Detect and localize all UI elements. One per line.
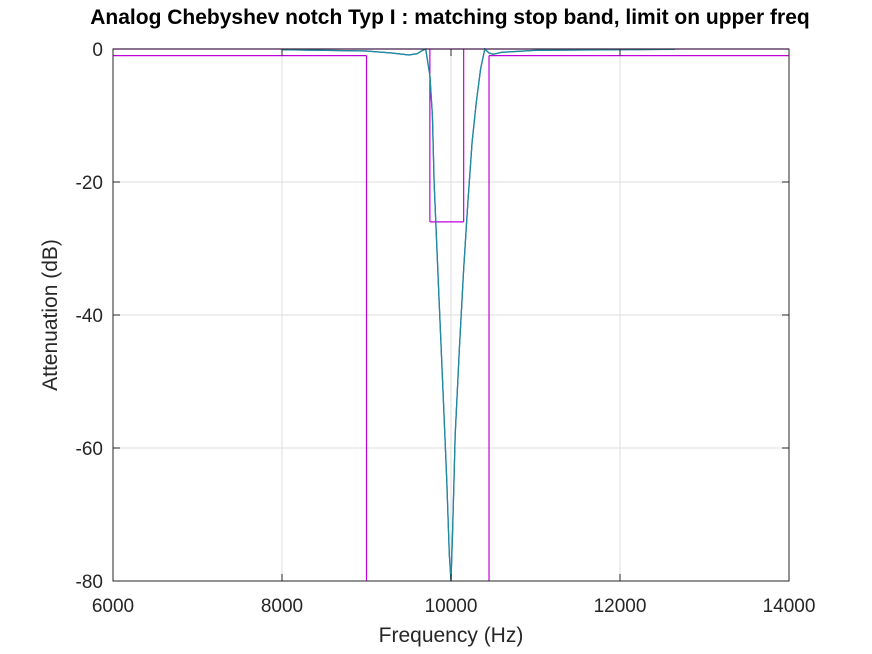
x-tick-label: 12000 xyxy=(594,596,647,617)
x-axis-label: Frequency (Hz) xyxy=(379,624,524,647)
y-axis-label: Attenuation (dB) xyxy=(39,239,62,391)
x-tick-label: 8000 xyxy=(261,596,303,617)
axis-ticks: 6000 8000 10000 12000 14000 0 -20 -40 -60 -80 xyxy=(76,40,816,617)
y-tick-label: 0 xyxy=(92,40,103,61)
y-tick-label: -40 xyxy=(76,306,103,327)
y-tick-label: -60 xyxy=(76,439,103,460)
x-tick-label: 10000 xyxy=(425,596,478,617)
x-tick-label: 6000 xyxy=(92,596,134,617)
y-tick-label: -80 xyxy=(76,572,103,593)
chart-title: Analog Chebyshev notch Typ I : matching … xyxy=(90,6,809,29)
response-curve xyxy=(281,47,675,582)
y-tick-label: -20 xyxy=(76,173,103,194)
x-tick-label: 14000 xyxy=(763,596,816,617)
